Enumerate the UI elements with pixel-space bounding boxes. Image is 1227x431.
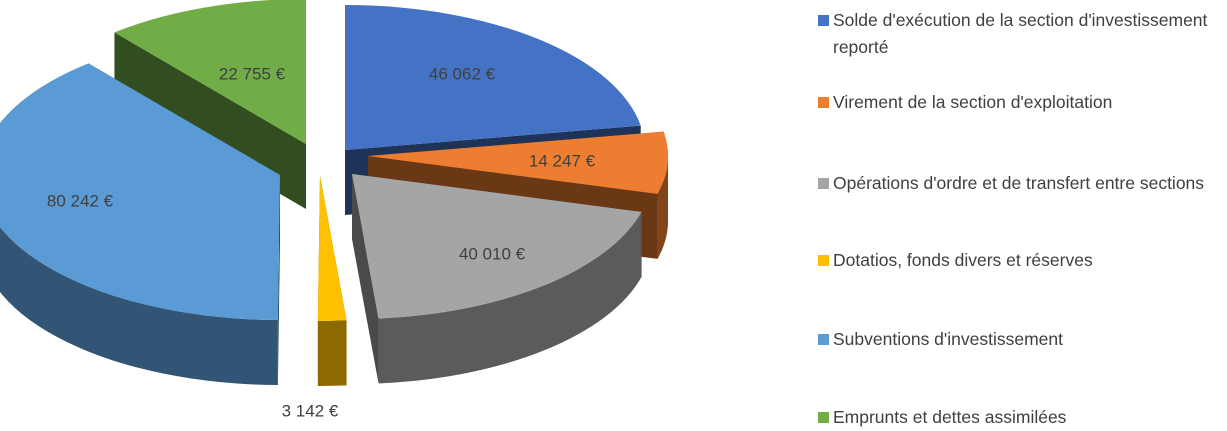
slice-side-subventions-0 <box>0 226 278 385</box>
pie-labels: 46 062 € 14 247 € 40 010 € 3 142 € 80 242 € 2… <box>47 64 596 420</box>
slice-emprunts[interactable] <box>114 0 306 144</box>
slice-label-subventions: 80 242 € <box>47 191 114 210</box>
legend-label-virement: Virement de la section d'exploitation <box>833 92 1113 112</box>
slice-solde[interactable] <box>345 5 641 150</box>
legend-label-subventions: Subventions d'investissement <box>833 329 1063 349</box>
slice-side-operations-0 <box>378 211 642 384</box>
legend-swatch-operations <box>818 178 829 189</box>
slice-side-dotations-0 <box>317 320 347 386</box>
slice-label-solde: 46 062 € <box>429 64 496 83</box>
legend-swatch-virement <box>818 97 829 108</box>
legend-swatch-emprunts <box>818 412 829 423</box>
legend-swatch-subventions <box>818 334 829 345</box>
slice-label-operations: 40 010 € <box>459 244 526 263</box>
legend-item-subventions[interactable]: Subventions d'investissement <box>818 326 1218 353</box>
legend-item-emprunts[interactable]: Emprunts et dettes assimilées <box>818 404 1218 431</box>
slice-operations[interactable] <box>352 174 642 319</box>
slice-label-dotations: 3 142 € <box>282 401 339 420</box>
legend-item-dotations[interactable]: Dotatios, fonds divers et réserves <box>818 247 1218 274</box>
slice-side-virement-0 <box>657 156 668 259</box>
slice-label-virement: 14 247 € <box>529 151 596 170</box>
legend-item-virement[interactable]: Virement de la section d'exploitation <box>818 89 1218 116</box>
slice-wall-operations-1 <box>352 174 379 384</box>
legend-swatch-solde <box>818 15 829 26</box>
legend: Solde d'exécution de la section d'invest… <box>818 0 1227 429</box>
legend-label-solde: Solde d'exécution de la section d'invest… <box>833 10 1208 57</box>
pie-tops <box>0 0 668 321</box>
slice-label-emprunts: 22 755 € <box>219 64 286 83</box>
legend-item-operations[interactable]: Opérations d'ordre et de transfert entre… <box>818 170 1218 197</box>
slice-subventions[interactable] <box>0 63 280 320</box>
slice-virement[interactable] <box>368 131 668 194</box>
legend-label-operations: Opérations d'ordre et de transfert entre… <box>833 173 1205 193</box>
legend-label-dotations: Dotatios, fonds divers et réserves <box>833 250 1093 270</box>
legend-item-solde[interactable]: Solde d'exécution de la section d'invest… <box>818 7 1218 61</box>
pie-chart: 46 062 € 14 247 € 40 010 € 3 142 € 80 242 € 2… <box>0 0 668 420</box>
slice-dotations[interactable] <box>317 176 347 321</box>
legend-swatch-dotations <box>818 255 829 266</box>
legend-label-emprunts: Emprunts et dettes assimilées <box>833 407 1067 427</box>
